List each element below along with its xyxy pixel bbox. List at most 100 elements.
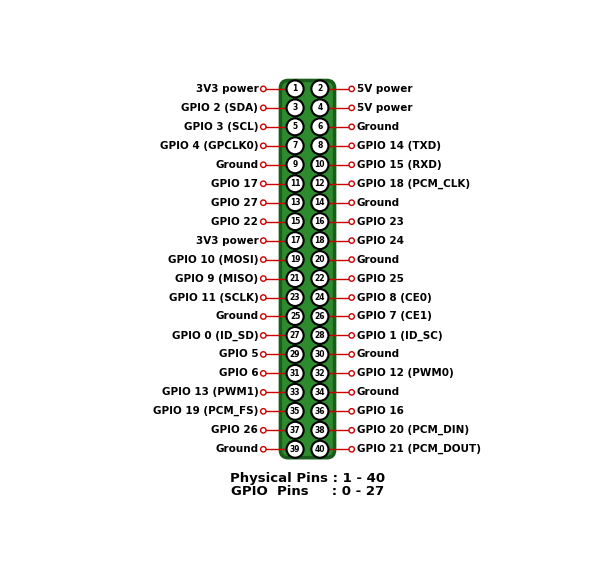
- Circle shape: [260, 86, 266, 92]
- Circle shape: [260, 447, 266, 452]
- Text: 40: 40: [314, 445, 325, 454]
- Text: GPIO 6: GPIO 6: [218, 369, 258, 378]
- Circle shape: [287, 327, 304, 344]
- Circle shape: [260, 143, 266, 149]
- Circle shape: [311, 308, 328, 325]
- Circle shape: [260, 333, 266, 338]
- Text: GPIO 7 (CE1): GPIO 7 (CE1): [357, 312, 431, 321]
- Circle shape: [287, 156, 304, 173]
- Circle shape: [260, 276, 266, 281]
- Text: GPIO 18 (PCM_CLK): GPIO 18 (PCM_CLK): [357, 179, 470, 189]
- Text: GPIO 14 (TXD): GPIO 14 (TXD): [357, 141, 441, 151]
- Circle shape: [287, 403, 304, 420]
- Text: Ground: Ground: [215, 312, 258, 321]
- Text: GPIO 1 (ID_SC): GPIO 1 (ID_SC): [357, 330, 442, 340]
- Text: 20: 20: [314, 255, 325, 264]
- Circle shape: [260, 219, 266, 224]
- Text: 5V power: 5V power: [357, 103, 412, 113]
- Text: Ground: Ground: [215, 444, 258, 454]
- Circle shape: [311, 403, 328, 420]
- Text: Ground: Ground: [215, 160, 258, 170]
- Circle shape: [311, 365, 328, 382]
- Circle shape: [260, 257, 266, 262]
- Circle shape: [311, 232, 328, 249]
- Circle shape: [349, 352, 355, 357]
- Circle shape: [287, 270, 304, 287]
- Circle shape: [311, 213, 328, 230]
- Circle shape: [260, 200, 266, 205]
- Circle shape: [260, 162, 266, 168]
- Circle shape: [260, 314, 266, 319]
- Circle shape: [287, 99, 304, 117]
- Text: GPIO 15 (RXD): GPIO 15 (RXD): [357, 160, 442, 170]
- Text: 19: 19: [290, 255, 301, 264]
- Circle shape: [349, 86, 355, 92]
- Text: 22: 22: [314, 274, 325, 283]
- Text: 17: 17: [290, 236, 301, 245]
- Circle shape: [349, 333, 355, 338]
- Text: Ground: Ground: [357, 197, 400, 208]
- Circle shape: [311, 346, 328, 363]
- Circle shape: [311, 80, 328, 98]
- Circle shape: [287, 251, 304, 268]
- Circle shape: [311, 194, 328, 211]
- Circle shape: [311, 270, 328, 287]
- Circle shape: [260, 371, 266, 376]
- Text: GPIO 4 (GPCLK0): GPIO 4 (GPCLK0): [160, 141, 258, 151]
- Text: GPIO 5: GPIO 5: [218, 350, 258, 359]
- Circle shape: [287, 308, 304, 325]
- Text: 15: 15: [290, 217, 300, 226]
- Text: GPIO 16: GPIO 16: [357, 406, 404, 416]
- Text: 24: 24: [314, 293, 325, 302]
- Text: 18: 18: [314, 236, 325, 245]
- Text: 33: 33: [290, 388, 301, 397]
- Circle shape: [287, 346, 304, 363]
- Circle shape: [349, 276, 355, 281]
- Circle shape: [311, 175, 328, 192]
- Text: GPIO 20 (PCM_DIN): GPIO 20 (PCM_DIN): [357, 425, 469, 436]
- Circle shape: [349, 295, 355, 300]
- Text: GPIO 22: GPIO 22: [211, 216, 258, 227]
- Circle shape: [349, 257, 355, 262]
- Text: 3: 3: [292, 103, 298, 113]
- Text: 36: 36: [314, 407, 325, 416]
- Circle shape: [287, 232, 304, 249]
- Text: 10: 10: [314, 160, 325, 169]
- Circle shape: [349, 181, 355, 187]
- Text: 23: 23: [290, 293, 301, 302]
- Text: 28: 28: [314, 331, 325, 340]
- Circle shape: [311, 422, 328, 439]
- Circle shape: [349, 447, 355, 452]
- Circle shape: [349, 314, 355, 319]
- Text: 37: 37: [290, 426, 301, 435]
- Text: Ground: Ground: [357, 255, 400, 265]
- Circle shape: [349, 105, 355, 111]
- Text: 39: 39: [290, 445, 301, 454]
- Text: 8: 8: [317, 141, 323, 150]
- Circle shape: [287, 422, 304, 439]
- Circle shape: [260, 124, 266, 130]
- Circle shape: [349, 219, 355, 224]
- Circle shape: [287, 289, 304, 306]
- Text: GPIO 23: GPIO 23: [357, 216, 404, 227]
- Text: GPIO 9 (MISO): GPIO 9 (MISO): [175, 274, 258, 284]
- Circle shape: [311, 118, 328, 135]
- Text: 32: 32: [314, 369, 325, 378]
- Circle shape: [349, 238, 355, 243]
- Text: GPIO 10 (MOSI): GPIO 10 (MOSI): [168, 255, 258, 265]
- Circle shape: [349, 162, 355, 168]
- Circle shape: [311, 156, 328, 173]
- Circle shape: [260, 295, 266, 300]
- Text: GPIO 2 (SDA): GPIO 2 (SDA): [181, 103, 258, 113]
- Circle shape: [311, 327, 328, 344]
- Text: 5V power: 5V power: [357, 84, 412, 94]
- Circle shape: [260, 238, 266, 243]
- Circle shape: [287, 80, 304, 98]
- Text: 2: 2: [317, 84, 323, 94]
- Circle shape: [287, 175, 304, 192]
- Text: GPIO  Pins     : 0 - 27: GPIO Pins : 0 - 27: [231, 486, 384, 498]
- Text: 12: 12: [314, 179, 325, 188]
- Text: 9: 9: [292, 160, 298, 169]
- Circle shape: [349, 371, 355, 376]
- Text: 7: 7: [292, 141, 298, 150]
